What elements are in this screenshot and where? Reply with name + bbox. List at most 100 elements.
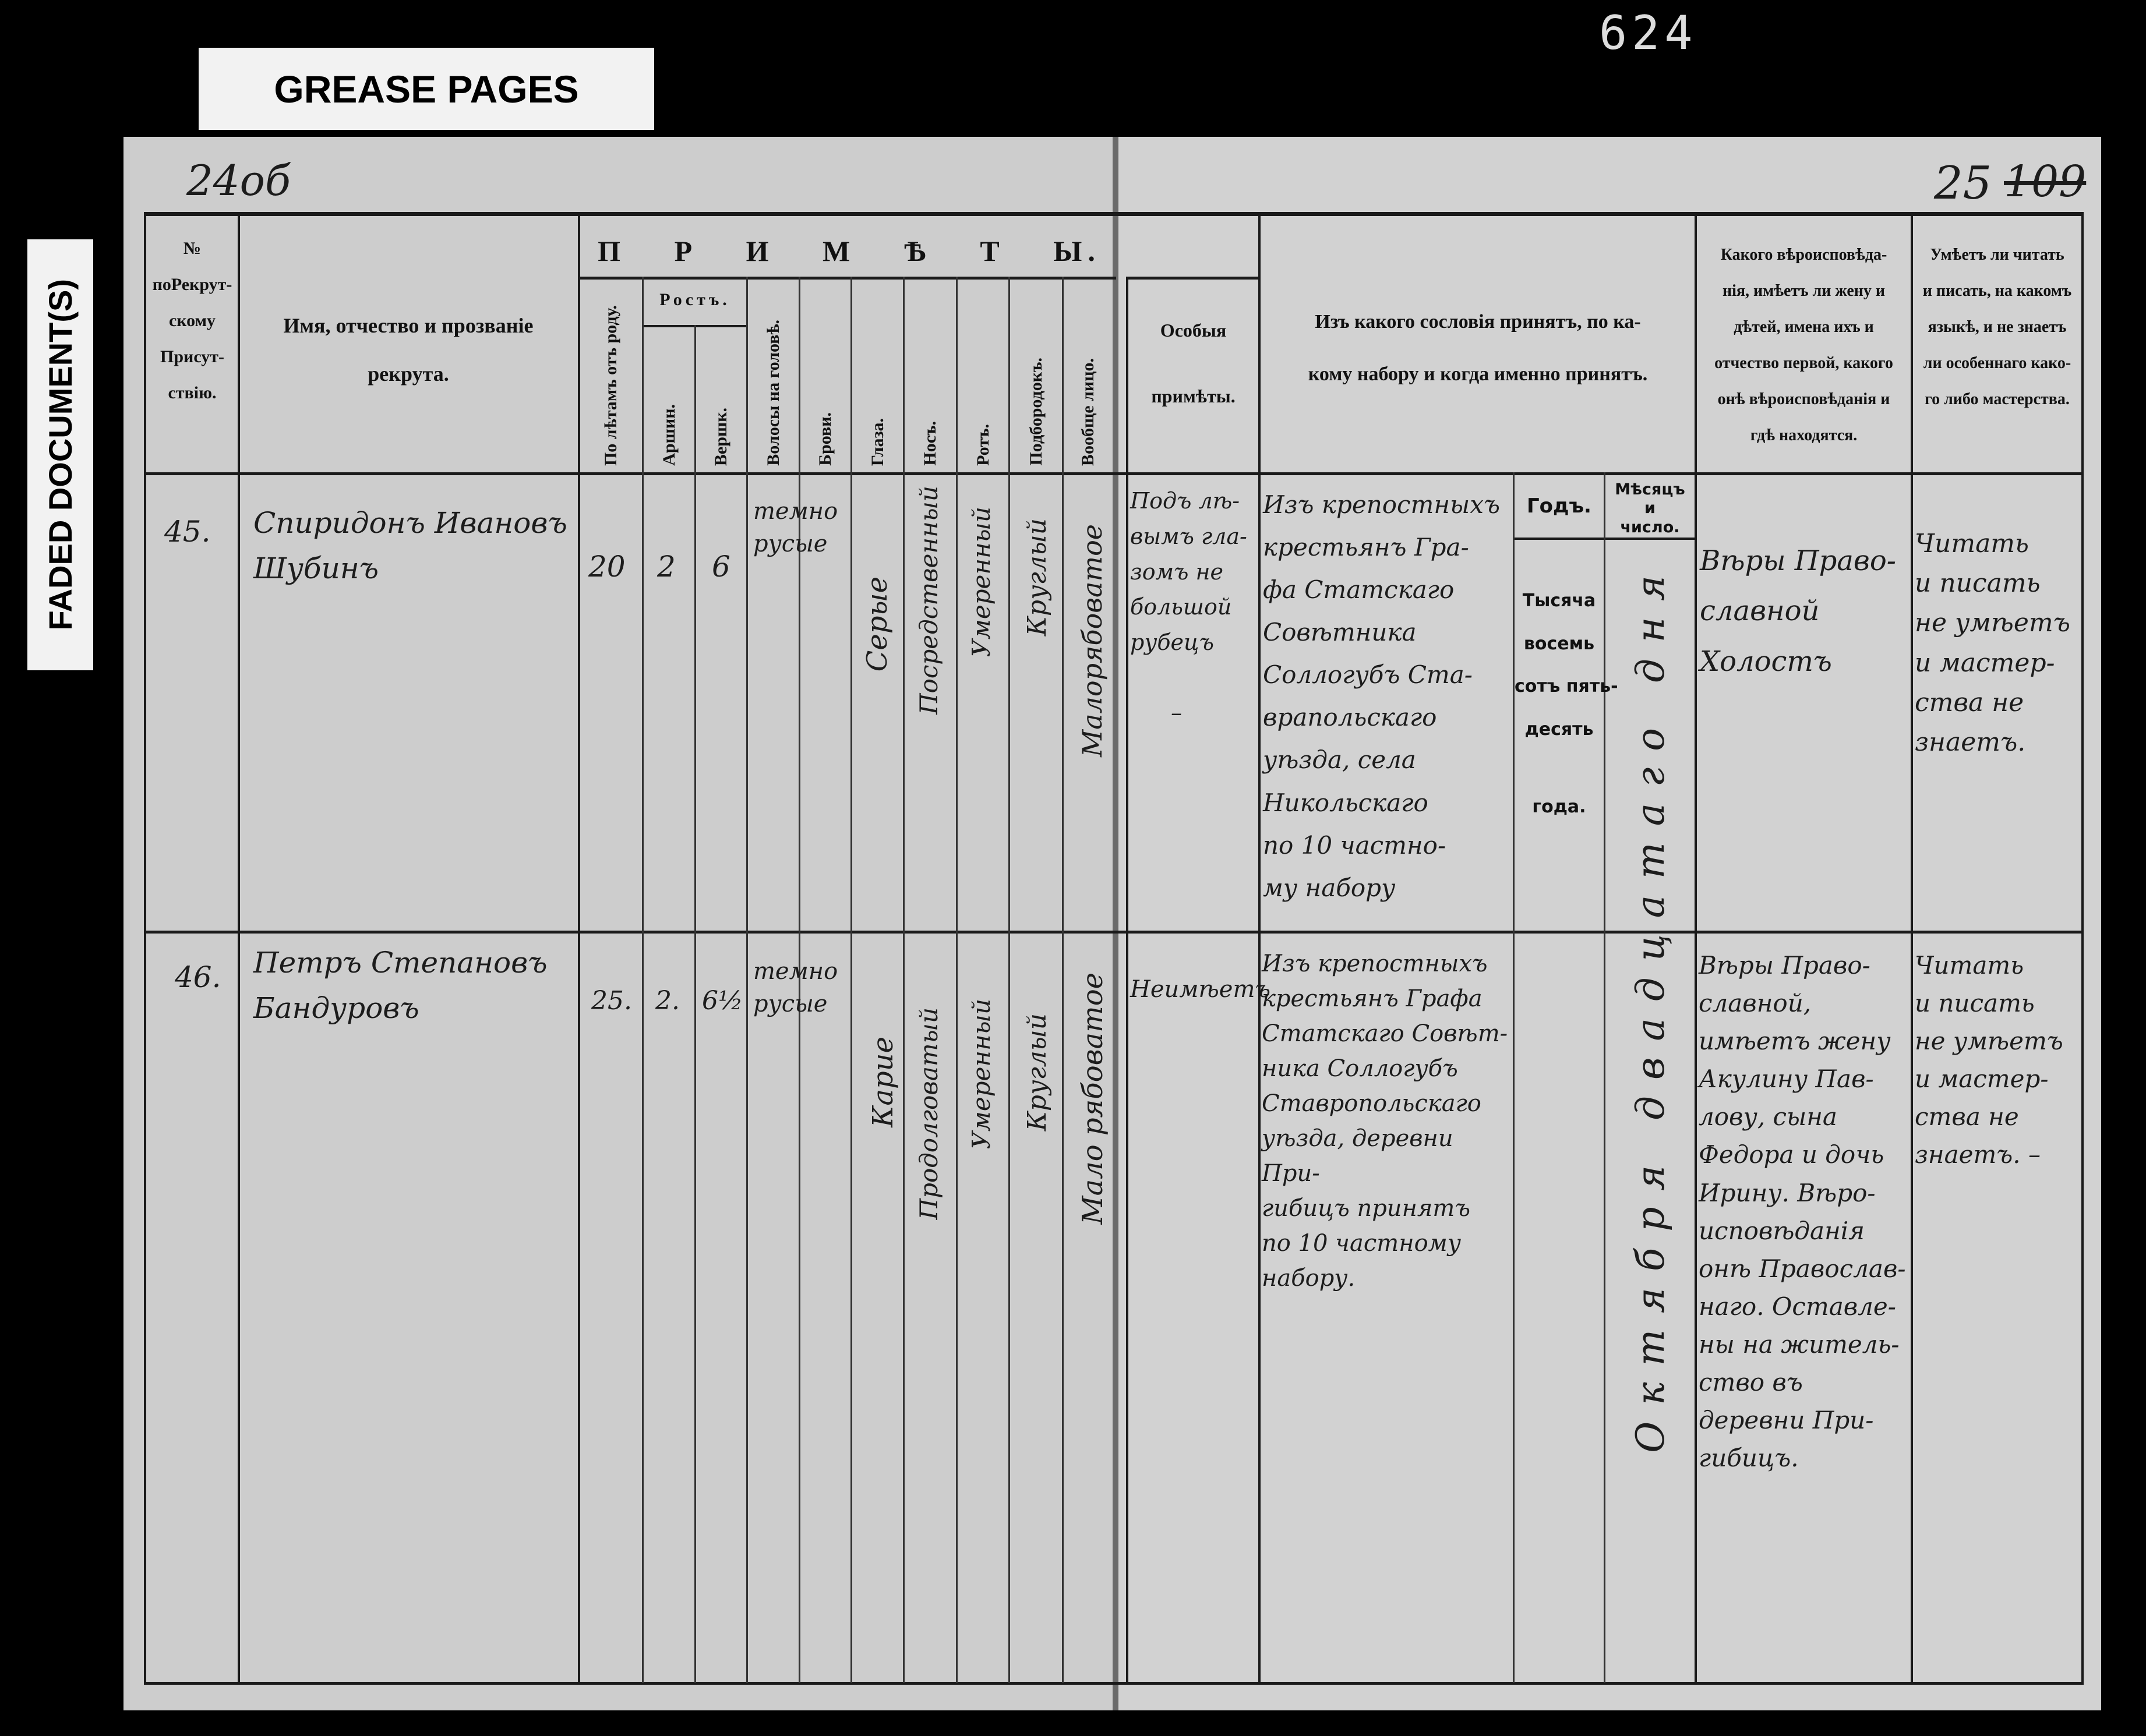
row2-religion-line: имѣетъ жену xyxy=(1699,1027,1891,1056)
row1-origin-line: крестьянъ Гра- xyxy=(1263,533,1469,562)
row2-religion-line: гибицъ. xyxy=(1699,1444,1799,1473)
row-divider xyxy=(144,931,2084,934)
row2-literacy-line: и мастер- xyxy=(1915,1065,2049,1094)
row2-origin-line: по 10 частному xyxy=(1262,1230,1462,1257)
height-rule xyxy=(642,325,746,327)
row1-hair: темно русые xyxy=(753,495,838,560)
header-vershok-cell: Вершк. xyxy=(696,329,746,466)
row1-face: Малорябоватое xyxy=(1076,524,1108,757)
header-origin-line: кому набору и когда именно принятъ. xyxy=(1308,363,1648,385)
row2-origin-line: Изъ крепостныхъ xyxy=(1262,950,1488,977)
row2-literacy-line: ства не xyxy=(1915,1102,2019,1132)
header-chin-cell: Подбородокъ. xyxy=(1010,281,1062,466)
header-eyes: Глаза. xyxy=(867,418,887,466)
row1-religion-line: Холостъ xyxy=(1700,645,1832,678)
header-number-line: № xyxy=(183,239,202,258)
row2-name: Петръ Степановъ Бандуровъ xyxy=(253,941,548,1031)
row1-origin-line: Изъ крепостныхъ xyxy=(1263,490,1500,519)
col-rule xyxy=(799,277,800,1683)
faded-documents-text: FADED DOCUMENT(S) xyxy=(42,279,79,631)
header-vershok: Вершк. xyxy=(711,407,730,466)
header-special-line: примѣты. xyxy=(1151,386,1236,406)
header-number: № поРекрут- скому Присут- ствію. xyxy=(147,231,238,411)
row1-religion: Вѣры Право- славной Холостъ xyxy=(1700,536,1908,687)
row1-hair-line: русые xyxy=(753,531,828,557)
left-page-number: 24об xyxy=(186,156,291,205)
row1-number: 45. xyxy=(164,515,211,549)
row2-origin-line: набору. xyxy=(1262,1265,1356,1292)
header-arshin-cell: Аршин. xyxy=(644,329,694,466)
row1-eyes: Серые xyxy=(861,577,894,672)
header-nose: Носъ. xyxy=(920,421,940,466)
year-printed: Тысяча восемь сотъ пять- десять года. xyxy=(1515,579,1618,829)
header-name: Имя, отчество и прозваніе рекрута. xyxy=(240,302,577,398)
row1-hair-line: темно xyxy=(753,498,838,525)
header-religion-line: онѣ вѣроисповѣданія и xyxy=(1717,390,1890,408)
row1-origin-line: уѣзда, села xyxy=(1263,745,1416,775)
year-printed-line: года. xyxy=(1532,797,1586,817)
row2-eyes: Карие xyxy=(867,1037,899,1127)
row1-arshin: 2 xyxy=(657,550,676,584)
row2-religion-line: Вѣры Право- xyxy=(1699,951,1870,980)
row1-vershok: 6 xyxy=(712,550,730,584)
row2-mouth: Умеренный xyxy=(967,999,996,1150)
col-rule xyxy=(2081,212,2084,1683)
row2-religion-line: славной, xyxy=(1699,989,1812,1018)
header-month-line: Мѣсяцъ xyxy=(1615,480,1685,498)
header-religion-line: дѣтей, имена ихъ и xyxy=(1734,318,1874,336)
row1-name-line: Шубинъ xyxy=(253,551,379,585)
header-origin-line: Изъ какого сословія принятъ, по ка- xyxy=(1315,311,1641,333)
header-height: Ростъ. xyxy=(659,290,730,309)
header-brows: Брови. xyxy=(816,412,835,466)
row2-name-line: Бандуровъ xyxy=(253,991,419,1025)
header-month: Мѣсяцъ и число. xyxy=(1605,480,1695,537)
col-rule xyxy=(642,277,644,1683)
header-month-line: и xyxy=(1644,499,1656,518)
row2-origin-line: уѣзда, деревни При- xyxy=(1262,1125,1453,1187)
row1-origin-line: фа Статскаго xyxy=(1263,575,1455,604)
row1-literacy-line: не умѣетъ xyxy=(1915,608,2070,638)
col-rule xyxy=(1062,277,1064,1683)
row1-literacy-line: ства не xyxy=(1915,687,2024,717)
header-face: Вообще лицо. xyxy=(1078,358,1097,466)
header-primety: П Р И М Ѣ Т Ы. xyxy=(598,235,1101,267)
row1-special-line: вымъ гла- xyxy=(1130,523,1247,549)
row1-origin-line: Совѣтника xyxy=(1263,618,1417,647)
col-rule xyxy=(578,212,580,1683)
header-age: По лѣтамъ отъ роду. xyxy=(601,305,620,466)
col-rule xyxy=(1604,472,1605,1683)
header-eyes-cell: Глаза. xyxy=(852,281,903,466)
primety-rule-right xyxy=(1126,277,1258,280)
row2-religion-line: Ирину. Вѣро- xyxy=(1699,1178,1876,1207)
col-rule xyxy=(1695,212,1697,1683)
header-number-line: Присут- xyxy=(160,347,224,366)
row2-religion-line: ство въ xyxy=(1699,1368,1803,1397)
header-face-cell: Вообще лицо. xyxy=(1064,281,1113,466)
row1-origin-line: му набору xyxy=(1263,873,1396,902)
row2-literacy-line: не умѣетъ xyxy=(1915,1027,2063,1056)
row2-hair-line: русые xyxy=(753,991,828,1017)
col-rule xyxy=(903,277,905,1683)
row1-literacy-line: и мастер- xyxy=(1915,648,2055,678)
row2-religion-line: наго. Оставле- xyxy=(1699,1292,1896,1321)
row2-literacy: Читать и писать не умѣетъ и мастер- ства… xyxy=(1915,946,2079,1174)
header-mouth-cell: Ротъ. xyxy=(958,281,1008,466)
row2-origin-line: гибицъ принятъ xyxy=(1262,1195,1470,1222)
col-rule xyxy=(1513,472,1515,1683)
col-rule xyxy=(144,212,146,1683)
year-printed-line: Тысяча xyxy=(1522,591,1596,611)
row1-origin-line: Никольскаго xyxy=(1263,788,1428,817)
col-rule xyxy=(694,325,696,1683)
header-chin: Подбородокъ. xyxy=(1026,358,1046,466)
row1-age: 20 xyxy=(588,550,626,584)
month-entry: Октября двадцатаго дня xyxy=(1628,559,1673,1453)
header-age-cell: По лѣтамъ отъ роду. xyxy=(580,281,642,466)
col-rule xyxy=(1911,212,1913,1683)
right-page xyxy=(1116,137,2101,1710)
row2-origin-line: ника Соллогубъ xyxy=(1262,1055,1458,1082)
header-literacy-line: и писать, на какомъ xyxy=(1922,282,2072,300)
row2-religion-line: Федора и дочь xyxy=(1699,1140,1884,1169)
header-religion-line: нія, имѣетъ ли жену и xyxy=(1722,282,1886,300)
header-literacy-line: языкѣ, и не знаетъ xyxy=(1928,318,2067,336)
header-special-line: Особыя xyxy=(1160,320,1227,341)
